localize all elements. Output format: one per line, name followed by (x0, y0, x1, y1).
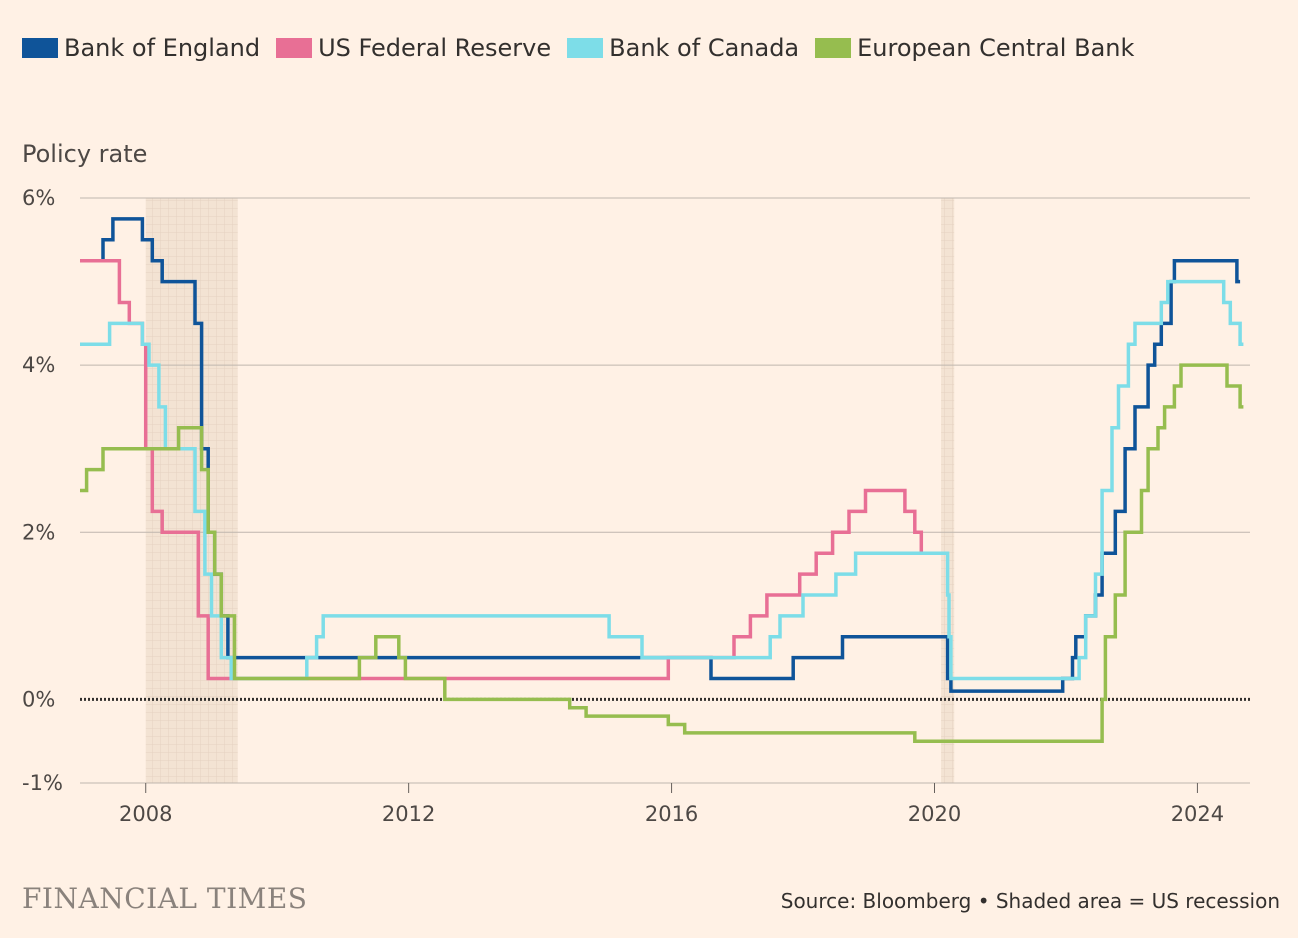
x-tick-label: 2016 (645, 802, 698, 826)
y-tick-label: 6% (22, 186, 55, 210)
x-tick-label: 2008 (119, 802, 172, 826)
legend-label: US Federal Reserve (318, 34, 552, 62)
legend-label: Bank of Canada (609, 34, 800, 62)
recession-band (941, 198, 955, 783)
x-tick-label: 2012 (382, 802, 435, 826)
legend-label: European Central Bank (857, 34, 1135, 62)
legend-item: US Federal Reserve (276, 34, 551, 62)
x-tick-label: 2024 (1171, 802, 1224, 826)
series-line-2 (80, 279, 1244, 681)
y-tick-label: 0% (22, 687, 55, 711)
chart-legend: Bank of England US Federal Reserve Bank of… (22, 34, 1150, 62)
legend-label: Bank of England (64, 34, 261, 62)
legend-swatch (276, 38, 313, 58)
chart-plot: 6% 4% 2% 0% -1% 2008 2012 2016 2020 2024 (22, 186, 1250, 826)
legend-item: European Central Bank (815, 34, 1134, 62)
legend-swatch (815, 38, 852, 58)
series-line-0 (96, 217, 1241, 693)
legend-item: Bank of England (22, 34, 260, 62)
ft-logo: FINANCIAL TIMES (22, 882, 308, 915)
source-note: Source: Bloomberg • Shaded area = US rec… (780, 889, 1280, 913)
legend-swatch (567, 38, 604, 58)
y-tick-label: -1% (22, 771, 63, 795)
y-tick-label: 4% (22, 353, 55, 377)
legend-swatch (22, 38, 58, 58)
legend-item: Bank of Canada (567, 34, 799, 62)
recession-band (145, 198, 238, 783)
y-tick-label: 2% (22, 520, 55, 544)
y-axis-title: Policy rate (22, 140, 148, 168)
series-line-3 (80, 363, 1244, 743)
x-tick-label: 2020 (908, 802, 961, 826)
